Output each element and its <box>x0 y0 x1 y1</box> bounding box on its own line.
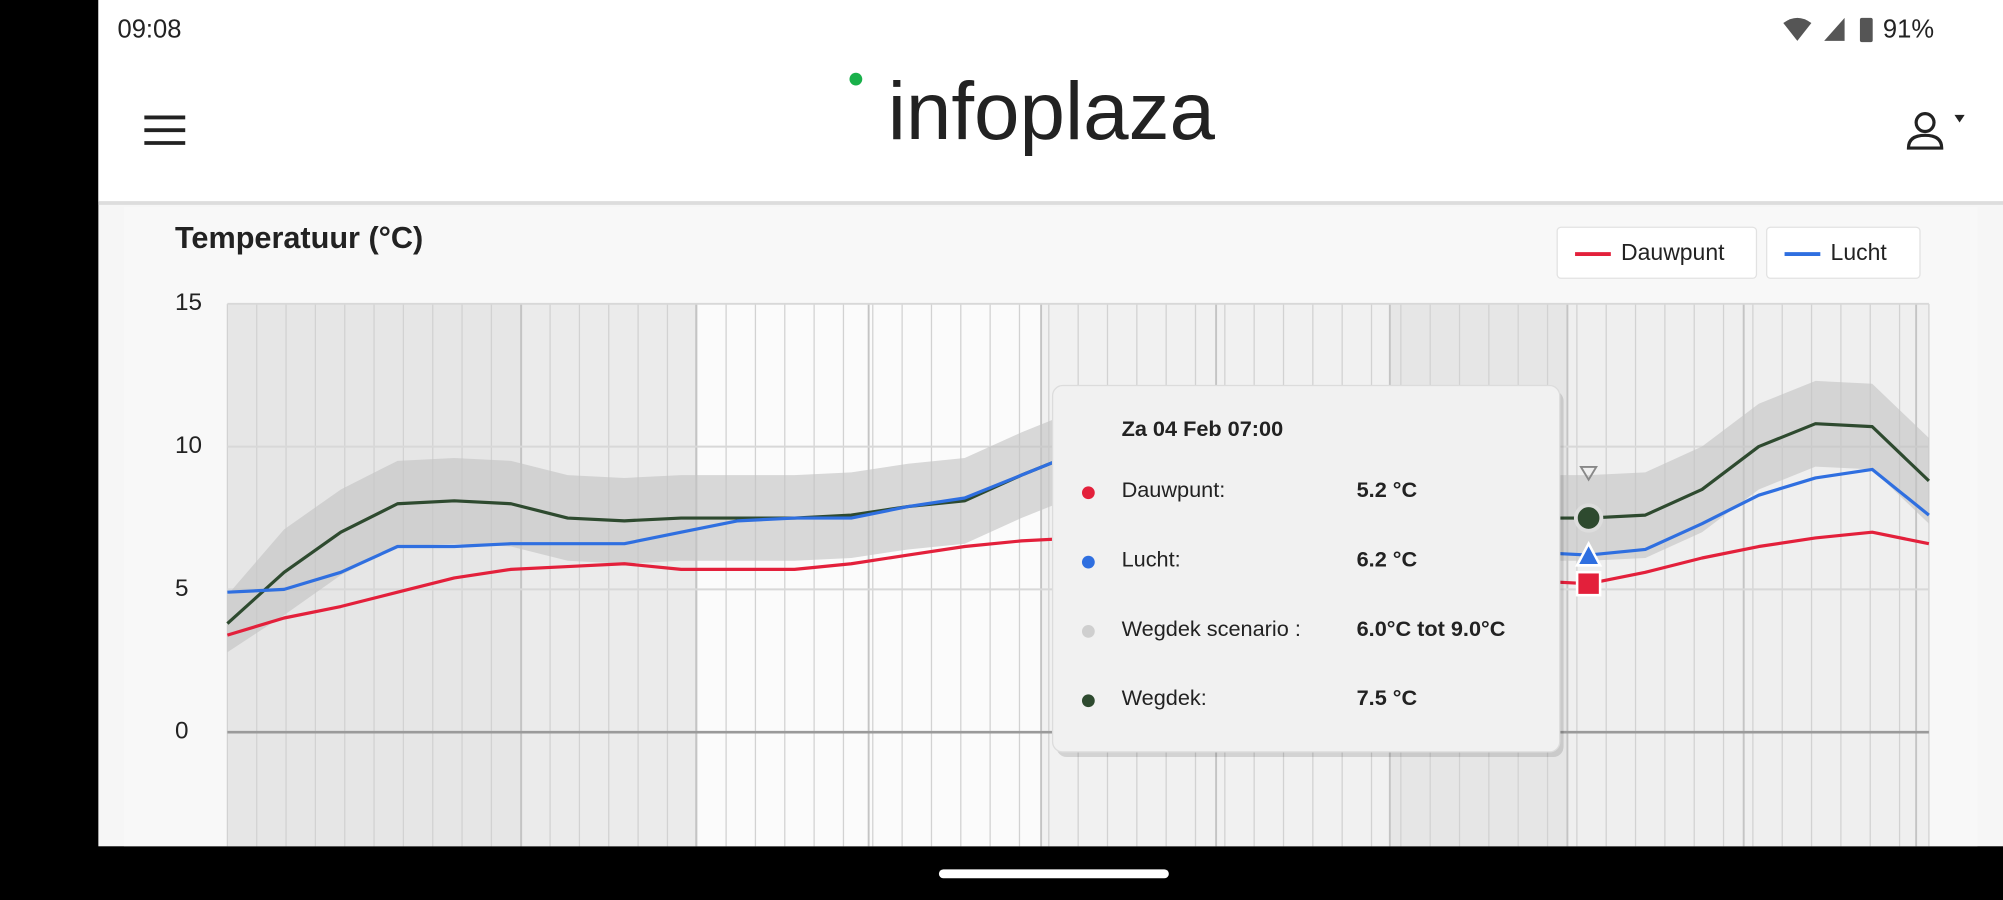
account-body <box>1906 133 1944 150</box>
tooltip-label: Wegdek scenario : <box>1122 616 1301 641</box>
legend-box <box>1556 226 1758 279</box>
legend-label: Lucht <box>1831 239 1888 265</box>
logo-dot <box>849 72 863 86</box>
tooltip: Za 04 Feb 07:00 Dauwpunt: 5.2 °C Lucht: 6.2 … <box>1051 384 1564 758</box>
battery-icon <box>1859 17 1873 43</box>
highlight-marker <box>1573 503 1604 533</box>
chart-title: Temperatuur (°C) <box>175 221 423 255</box>
tooltip-value: 6.2 °C <box>1357 547 1418 572</box>
y-tick-label: 5 <box>175 575 189 602</box>
y-tick-label: 10 <box>175 432 202 459</box>
tooltip-dot <box>1081 486 1095 500</box>
legend-label: Dauwpunt <box>1621 239 1725 265</box>
logo[interactable]: infoplaza <box>888 66 1216 157</box>
account-button[interactable] <box>1906 112 1965 150</box>
highlight-marker <box>1575 570 1602 597</box>
account-head <box>1914 112 1936 134</box>
legend-item[interactable]: Dauwpunt <box>1556 226 1758 279</box>
tooltip-value: 5.2 °C <box>1357 477 1418 502</box>
status-icons <box>1783 17 1873 43</box>
hover-pointer <box>1579 465 1598 482</box>
y-tick-label: 0 <box>175 718 189 745</box>
battery-level: 91% <box>1883 15 1934 43</box>
legend-box <box>1766 226 1921 279</box>
tooltip-label: Dauwpunt: <box>1122 477 1226 502</box>
wifi-icon <box>1783 17 1812 41</box>
tooltip-value: 7.5 °C <box>1357 685 1418 710</box>
status-time: 09:08 <box>118 15 182 43</box>
legend-item[interactable]: Lucht <box>1766 226 1921 279</box>
y-tick-label: 15 <box>175 289 202 316</box>
tooltip-title: Za 04 Feb 07:00 <box>1122 416 1284 441</box>
tooltip-dot <box>1081 625 1095 638</box>
tooltip-label: Lucht: <box>1122 547 1181 572</box>
night-band <box>1567 303 1929 847</box>
menu-button[interactable] <box>144 115 186 145</box>
signal-icon <box>1824 17 1845 41</box>
highlight-marker <box>1574 540 1603 567</box>
account-caret <box>1954 114 1965 123</box>
tooltip-dot <box>1081 694 1095 708</box>
tooltip-box <box>1051 384 1561 753</box>
tooltip-label: Wegdek: <box>1122 685 1207 710</box>
tooltip-dot <box>1081 555 1095 569</box>
tooltip-value: 6.0°C tot 9.0°C <box>1357 616 1506 641</box>
home-indicator[interactable] <box>938 869 1169 879</box>
header-background <box>98 0 2003 202</box>
